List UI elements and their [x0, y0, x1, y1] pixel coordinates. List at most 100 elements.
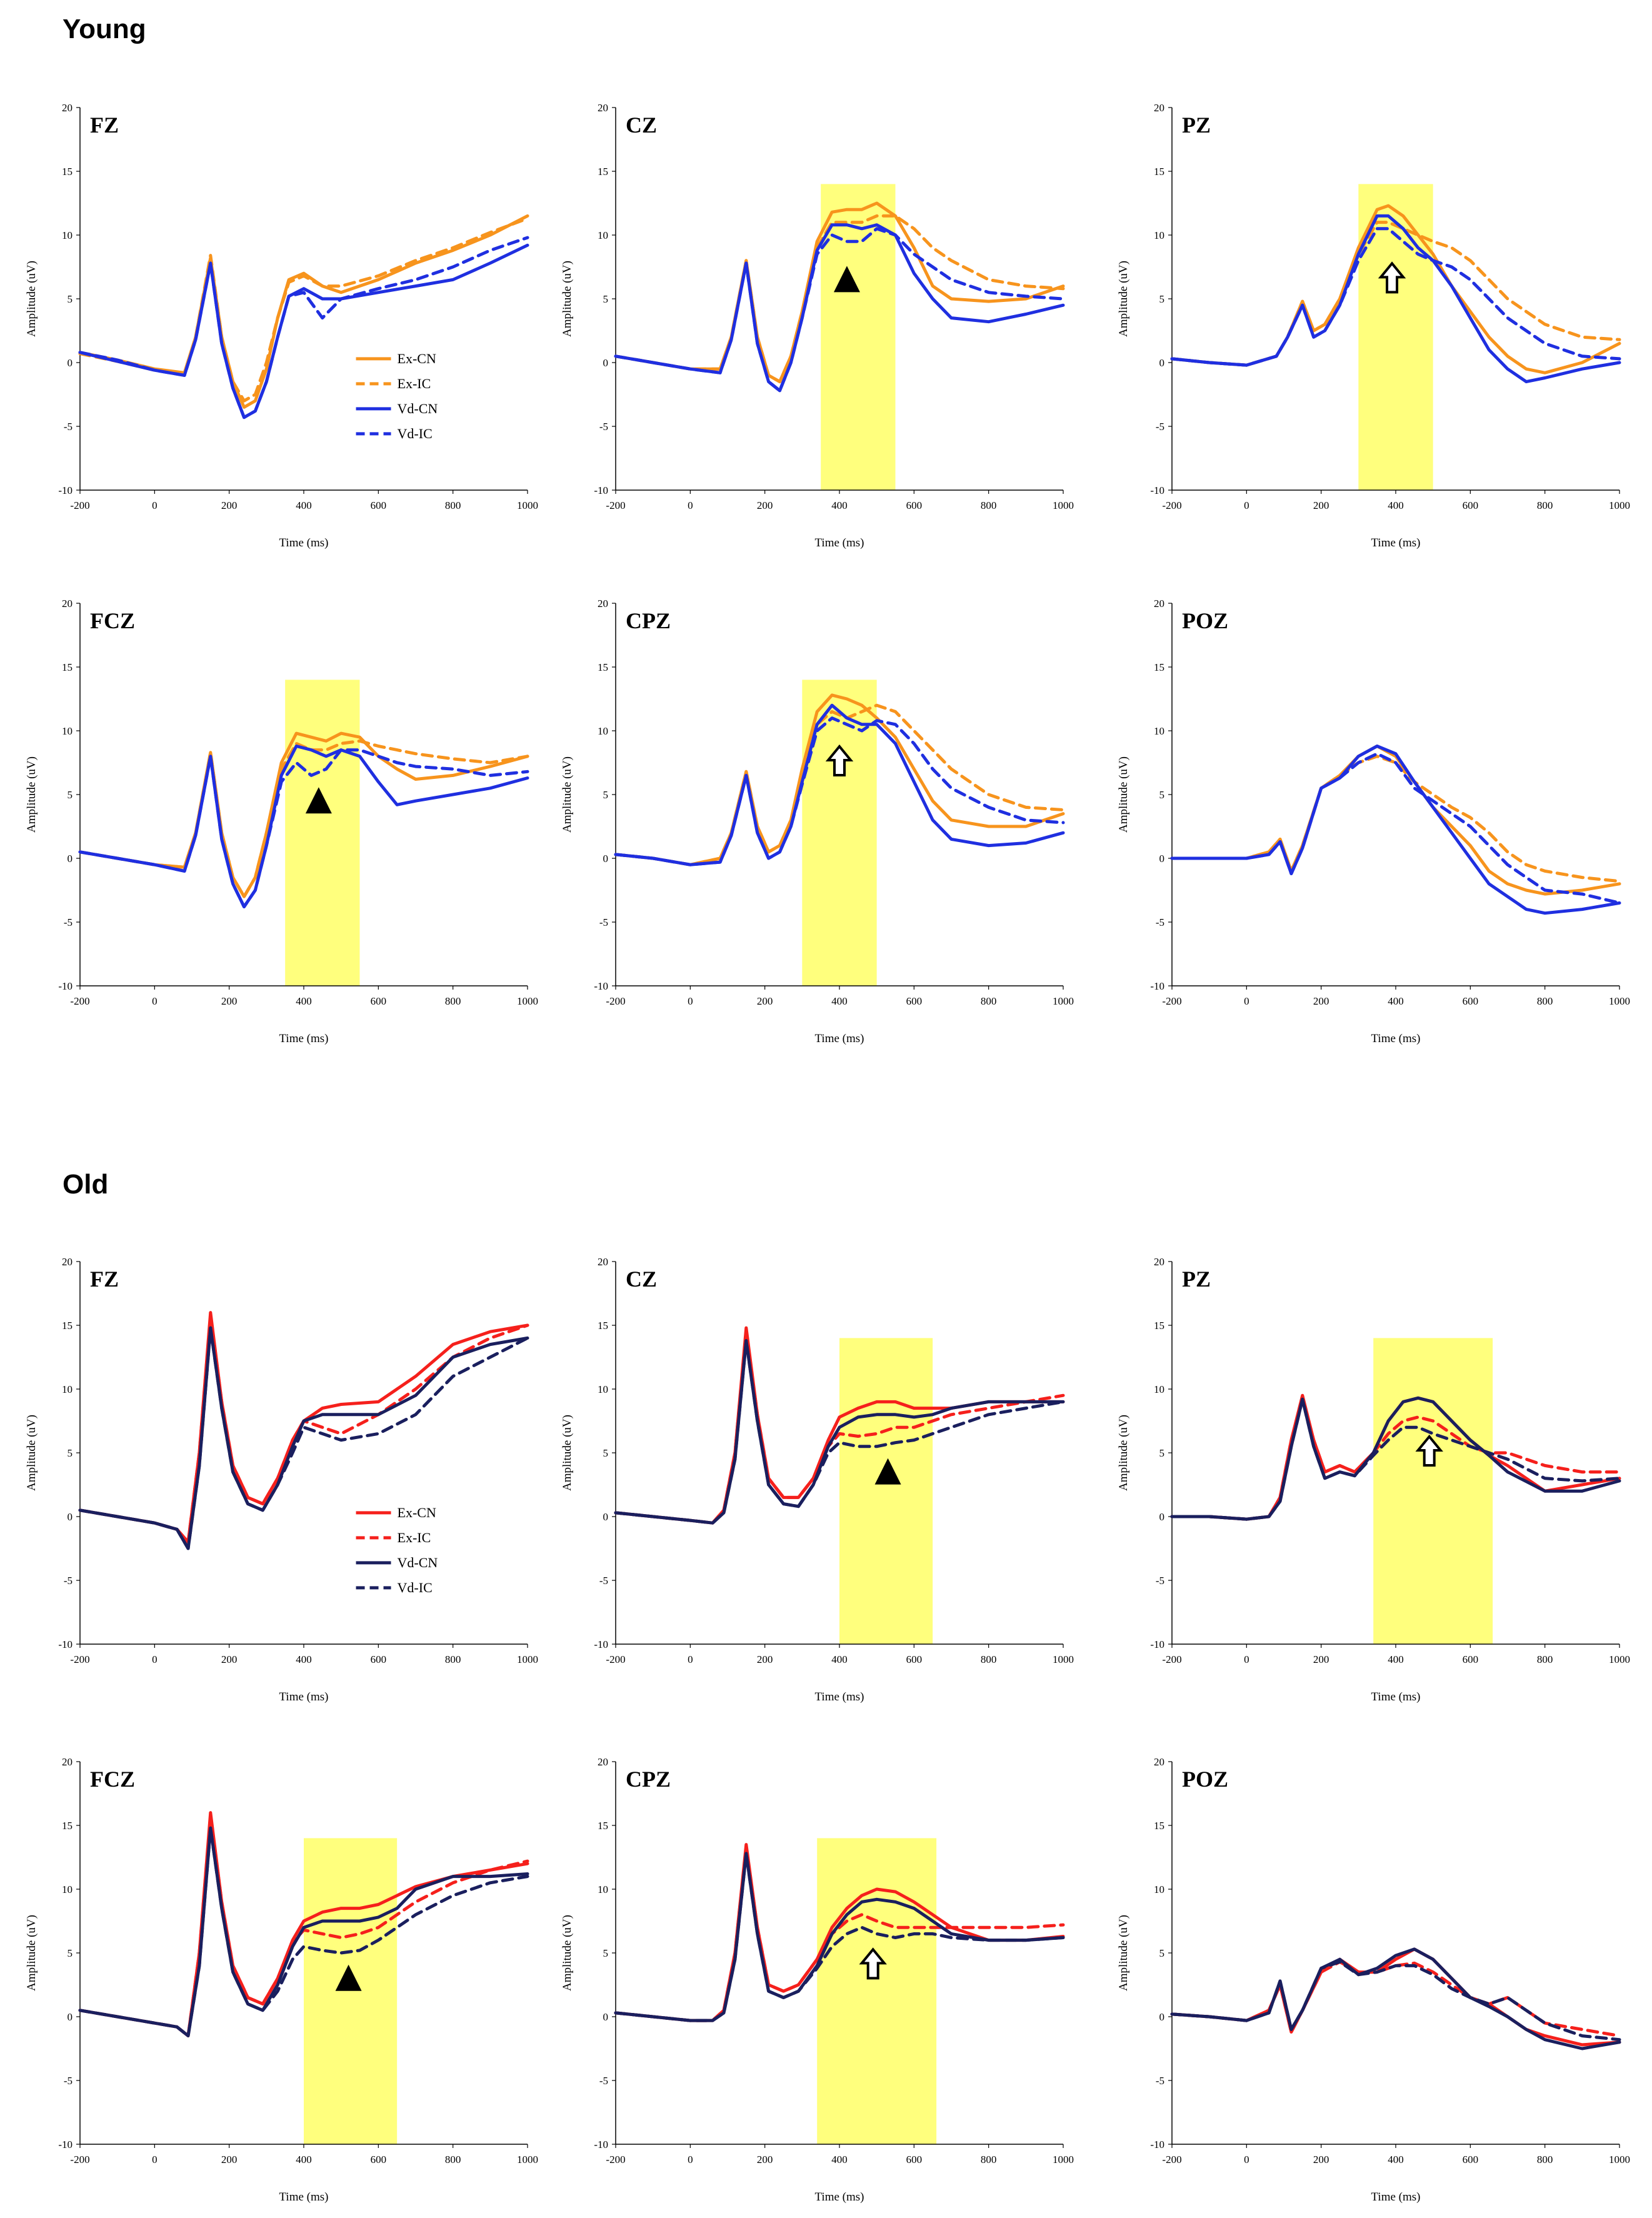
- x-tick-label: 400: [1388, 499, 1404, 511]
- y-tick-label: 20: [62, 598, 73, 610]
- panel-young-fcz: -10 -5 0 5 10 15 20 -200 0 200 400 600 800 1000 Time (…: [25, 598, 538, 1045]
- panel-old-pz: -10 -5 0 5 10 15 20 -200 0 200 400 600 800 1000 Time (…: [1117, 1256, 1630, 1704]
- up-arrow-marker-icon: [825, 744, 854, 776]
- x-tick-label: 800: [1537, 995, 1553, 1007]
- x-tick-label: 400: [296, 2154, 312, 2165]
- x-tick-label: 1000: [1609, 995, 1630, 1007]
- y-axis-label: Amplitude (uV): [1117, 261, 1130, 337]
- x-tick-label: 200: [221, 1653, 238, 1665]
- y-tick-label: -10: [1150, 484, 1164, 496]
- legend-label: Ex-CN: [398, 351, 436, 366]
- y-tick-label: 15: [1154, 1320, 1164, 1332]
- x-tick-label: 1000: [1609, 2154, 1630, 2165]
- y-tick-label: 10: [62, 725, 73, 737]
- x-tick-label: 400: [831, 1653, 848, 1665]
- y-axis-label: Amplitude (uV): [1117, 756, 1130, 833]
- x-tick-label: 400: [831, 499, 848, 511]
- x-tick-label: 800: [981, 2154, 997, 2165]
- x-tick-label: 800: [445, 1653, 461, 1665]
- series-vd-ic: [1170, 227, 1621, 367]
- panel-title: CZ: [626, 1267, 657, 1292]
- x-tick-label: 600: [906, 1653, 923, 1665]
- x-tick-label: 400: [296, 499, 312, 511]
- y-axis-label: Amplitude (uV): [25, 1915, 38, 1991]
- x-tick-label: 1000: [517, 995, 538, 1007]
- y-tick-label: -10: [58, 980, 73, 992]
- x-tick-label: 400: [831, 2154, 848, 2165]
- x-tick-label: -200: [606, 2154, 625, 2165]
- x-tick-label: 1000: [517, 1653, 538, 1665]
- highlight-window: [285, 680, 360, 986]
- y-tick-label: 15: [1154, 661, 1164, 673]
- x-tick-label: -200: [70, 499, 89, 511]
- x-axis-label: Time (ms): [279, 1032, 328, 1045]
- y-tick-label: 0: [68, 853, 73, 865]
- y-tick-label: 20: [62, 102, 73, 114]
- x-tick-label: 600: [371, 995, 387, 1007]
- series-vd-ic: [614, 1339, 1065, 1525]
- x-tick-label: 1000: [1053, 995, 1074, 1007]
- x-tick-label: 1000: [1053, 499, 1074, 511]
- x-tick-label: 800: [981, 995, 997, 1007]
- y-tick-label: 10: [62, 1884, 73, 1895]
- x-tick-label: 200: [1313, 2154, 1329, 2165]
- highlight-window: [817, 1838, 937, 2144]
- x-tick-label: 800: [981, 1653, 997, 1665]
- y-tick-label: 0: [1159, 1511, 1165, 1523]
- panel-old-cz: -10 -5 0 5 10 15 20 -200 0 200 400 600 800 1000 Time (…: [561, 1256, 1074, 1704]
- x-axis-label: Time (ms): [279, 536, 328, 549]
- x-axis-label: Time (ms): [814, 536, 864, 549]
- y-tick-label: 20: [1154, 1756, 1164, 1768]
- x-tick-label: 200: [221, 499, 238, 511]
- series-vd-cn: [1170, 1396, 1621, 1521]
- x-tick-label: -200: [1162, 499, 1181, 511]
- legend-label: Ex-IC: [398, 376, 431, 391]
- panel-title: FZ: [90, 113, 119, 138]
- y-tick-label: -10: [1150, 980, 1164, 992]
- y-tick-label: 10: [598, 1884, 608, 1895]
- y-tick-label: 5: [68, 293, 73, 305]
- y-tick-label: 10: [62, 229, 73, 241]
- y-tick-label: 10: [598, 229, 608, 241]
- y-tick-label: -5: [64, 421, 73, 433]
- x-tick-label: 200: [757, 499, 773, 511]
- x-tick-label: 400: [296, 1653, 312, 1665]
- y-tick-label: 0: [1159, 357, 1165, 369]
- panel-young-fz: -10 -5 0 5 10 15 20 -200 0 200 400 600 800 1000 Time (…: [25, 102, 538, 549]
- legend-label: Ex-IC: [398, 1530, 431, 1545]
- x-tick-label: 200: [1313, 1653, 1329, 1665]
- y-tick-label: 5: [603, 789, 609, 801]
- group-label-old: Old: [63, 1169, 109, 1200]
- x-tick-label: 800: [981, 499, 997, 511]
- panel-old-fcz: -10 -5 0 5 10 15 20 -200 0 200 400 600 800 1000 Time (…: [25, 1756, 538, 2204]
- y-tick-label: 15: [62, 661, 73, 673]
- x-tick-label: 600: [1463, 2154, 1479, 2165]
- x-tick-label: 0: [688, 995, 693, 1007]
- series-ex-cn: [1170, 1947, 1621, 2047]
- panel-title: CZ: [626, 113, 657, 138]
- y-tick-label: -5: [1156, 421, 1164, 433]
- x-axis-label: Time (ms): [1371, 1032, 1420, 1045]
- y-tick-label: -10: [1150, 1638, 1164, 1650]
- x-axis-label: Time (ms): [1371, 1690, 1420, 1704]
- x-tick-label: 1000: [1053, 1653, 1074, 1665]
- y-tick-label: 20: [598, 1756, 608, 1768]
- triangle-marker-icon: [874, 1458, 901, 1485]
- x-tick-label: 800: [445, 2154, 461, 2165]
- up-arrow-marker-icon: [859, 1947, 887, 1980]
- x-tick-label: -200: [70, 1653, 89, 1665]
- x-tick-label: -200: [606, 499, 625, 511]
- y-tick-label: 0: [68, 1511, 73, 1523]
- x-tick-label: 400: [831, 995, 848, 1007]
- y-tick-label: -5: [599, 1575, 608, 1587]
- panel-title: PZ: [1182, 1267, 1211, 1292]
- panel-title: CPZ: [626, 1767, 671, 1792]
- triangle-marker-icon: [335, 1964, 362, 1991]
- series-vd-ic: [614, 1852, 1065, 2022]
- up-arrow-marker-icon: [1415, 1434, 1443, 1467]
- x-tick-label: 0: [1244, 995, 1249, 1007]
- y-tick-label: -5: [599, 916, 608, 928]
- legend-label: Ex-CN: [398, 1505, 436, 1520]
- x-tick-label: 600: [371, 2154, 387, 2165]
- y-tick-label: -5: [599, 2075, 608, 2087]
